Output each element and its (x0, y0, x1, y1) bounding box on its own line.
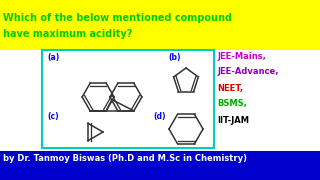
Text: JEE-Advance,: JEE-Advance, (217, 67, 278, 76)
Text: have maximum acidity?: have maximum acidity? (3, 29, 132, 39)
Text: (c): (c) (47, 112, 59, 121)
Text: IIT-JAM: IIT-JAM (217, 116, 249, 125)
Text: JEE-Mains,: JEE-Mains, (217, 52, 266, 61)
Text: NEET,: NEET, (217, 84, 243, 93)
Text: (a): (a) (47, 53, 59, 62)
Text: Which of the below mentioned compound: Which of the below mentioned compound (3, 13, 232, 23)
FancyBboxPatch shape (0, 151, 320, 180)
Text: BSMS,: BSMS, (217, 99, 247, 108)
Text: (b): (b) (168, 53, 180, 62)
FancyBboxPatch shape (42, 50, 214, 148)
Text: by Dr. Tanmoy Biswas (Ph.D and M.Sc in Chemistry): by Dr. Tanmoy Biswas (Ph.D and M.Sc in C… (3, 154, 247, 163)
FancyBboxPatch shape (0, 0, 320, 50)
Text: (d): (d) (153, 112, 165, 121)
